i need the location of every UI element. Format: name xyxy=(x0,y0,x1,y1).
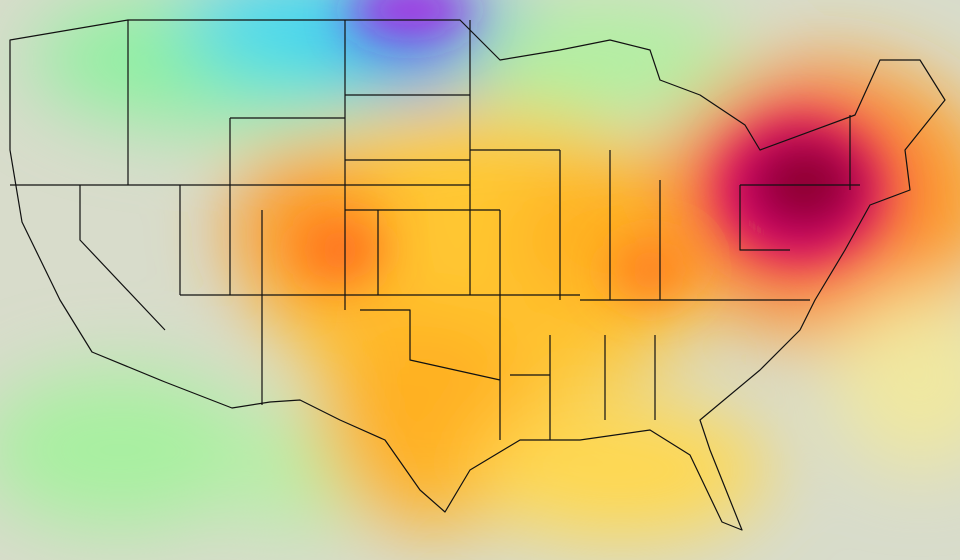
country-outline xyxy=(9,19,946,531)
state-line xyxy=(10,20,860,440)
heat-core xyxy=(300,0,875,300)
state-borders xyxy=(9,19,946,531)
